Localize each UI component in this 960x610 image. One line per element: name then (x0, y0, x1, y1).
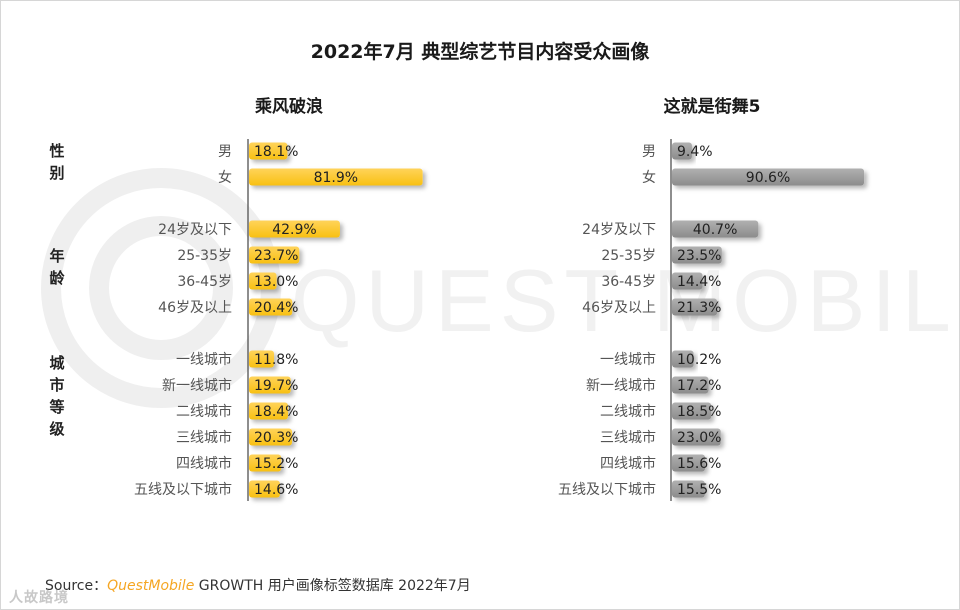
data-label-jiewu-1: 90.6% (746, 170, 790, 186)
bar-jiewu-3 (672, 246, 722, 264)
bar-jiewu-1 (672, 168, 865, 186)
bar-chengfeng-10 (249, 454, 282, 472)
category-label-chengfeng-11: 五线及以下城市 (134, 481, 232, 498)
data-label-jiewu-9: 23.0% (677, 430, 721, 446)
bar-jiewu-2 (672, 220, 759, 238)
data-label-chengfeng-8: 18.4% (254, 404, 298, 420)
bar-chengfeng-7 (249, 376, 291, 394)
group-label-2-2: 等 (49, 398, 64, 416)
data-label-chengfeng-0: 18.1% (254, 144, 298, 160)
group-label-2-0: 城 (49, 354, 64, 372)
bar-chengfeng-8 (249, 402, 289, 420)
data-label-jiewu-3: 23.5% (677, 248, 721, 264)
bar-chengfeng-11 (249, 480, 280, 498)
category-label-chengfeng-6: 一线城市 (176, 351, 232, 368)
group-label-2-1: 市 (49, 376, 64, 394)
bar-jiewu-5 (672, 298, 718, 316)
bar-jiewu-9 (672, 428, 721, 446)
category-label-jiewu-3: 25-35岁 (601, 248, 656, 264)
bar-jiewu-0 (672, 142, 692, 160)
bar-chengfeng-2 (249, 220, 340, 238)
source-note: Source：QuestMobile GROWTH 用户画像标签数据库 2022… (45, 575, 471, 595)
bar-chengfeng-4 (249, 272, 277, 290)
category-label-chengfeng-8: 二线城市 (176, 403, 232, 420)
data-label-jiewu-7: 17.2% (677, 378, 721, 394)
data-label-chengfeng-1: 81.9% (314, 170, 358, 186)
bar-jiewu-8 (672, 402, 712, 420)
category-label-chengfeng-2: 24岁及以下 (158, 222, 232, 238)
bar-jiewu-4 (672, 272, 703, 290)
source-prefix: Source： (45, 578, 108, 594)
source-brand: QuestMobile (107, 578, 195, 594)
data-label-chengfeng-4: 13.0% (254, 274, 298, 290)
data-label-chengfeng-3: 23.7% (254, 248, 298, 264)
category-label-chengfeng-9: 三线城市 (176, 429, 232, 446)
data-label-chengfeng-6: 11.8% (254, 352, 298, 368)
category-label-jiewu-6: 一线城市 (600, 351, 656, 368)
bar-chengfeng-9 (249, 428, 293, 446)
category-label-jiewu-9: 三线城市 (600, 429, 656, 446)
group-label-0-1: 别 (48, 164, 64, 182)
category-label-jiewu-1: 女 (642, 169, 656, 186)
data-label-jiewu-8: 18.5% (677, 404, 721, 420)
data-label-chengfeng-2: 42.9% (272, 222, 316, 238)
bar-chengfeng-6 (249, 350, 275, 368)
data-label-jiewu-4: 14.4% (677, 274, 721, 290)
category-label-jiewu-2: 24岁及以下 (582, 222, 656, 238)
category-label-chengfeng-1: 女 (218, 169, 232, 186)
chart-title: 2022年7月 典型综艺节目内容受众画像 (310, 41, 650, 63)
data-label-chengfeng-5: 20.4% (254, 300, 298, 316)
category-label-chengfeng-4: 36-45岁 (177, 274, 232, 290)
bar-chengfeng-0 (249, 142, 288, 160)
data-label-jiewu-6: 10.2% (677, 352, 721, 368)
data-label-chengfeng-9: 20.3% (254, 430, 298, 446)
group-label-0-0: 性 (49, 142, 64, 160)
category-label-chengfeng-7: 新一线城市 (162, 377, 232, 394)
bar-jiewu-11 (672, 480, 705, 498)
group-label-1-0: 年 (49, 247, 64, 265)
category-label-jiewu-8: 二线城市 (600, 403, 656, 420)
data-label-jiewu-11: 15.5% (677, 482, 721, 498)
corner-watermark: 人故路境 (9, 590, 69, 606)
data-label-jiewu-10: 15.6% (677, 456, 721, 472)
category-label-jiewu-11: 五线及以下城市 (558, 481, 656, 498)
category-label-jiewu-5: 46岁及以上 (582, 300, 656, 316)
bar-jiewu-6 (672, 350, 694, 368)
category-label-jiewu-4: 36-45岁 (601, 274, 656, 290)
bar-jiewu-10 (672, 454, 706, 472)
bar-chengfeng-3 (249, 246, 300, 264)
source-text: GROWTH 用户画像标签数据库 2022年7月 (194, 578, 471, 594)
category-label-chengfeng-3: 25-35岁 (177, 248, 232, 264)
data-label-chengfeng-11: 14.6% (254, 482, 298, 498)
bar-chengfeng-1 (249, 168, 423, 186)
category-label-jiewu-10: 四线城市 (600, 455, 656, 472)
data-label-chengfeng-7: 19.7% (254, 378, 298, 394)
panel-title-chengfeng: 乘风破浪 (254, 96, 323, 117)
bar-chengfeng-5 (249, 298, 293, 316)
category-label-jiewu-0: 男 (642, 144, 656, 160)
bar-jiewu-7 (672, 376, 709, 394)
category-label-jiewu-7: 新一线城市 (586, 377, 656, 394)
data-label-jiewu-5: 21.3% (677, 300, 721, 316)
group-label-2-3: 级 (49, 420, 65, 438)
category-label-chengfeng-5: 46岁及以上 (158, 300, 232, 316)
panel-title-jiewu: 这就是街舞5 (664, 96, 761, 117)
data-label-jiewu-0: 9.4% (677, 144, 713, 160)
category-label-chengfeng-0: 男 (218, 144, 232, 160)
group-label-1-1: 龄 (49, 269, 65, 287)
data-label-jiewu-2: 40.7% (693, 222, 737, 238)
category-label-chengfeng-10: 四线城市 (176, 455, 232, 472)
data-label-chengfeng-10: 15.2% (254, 456, 298, 472)
